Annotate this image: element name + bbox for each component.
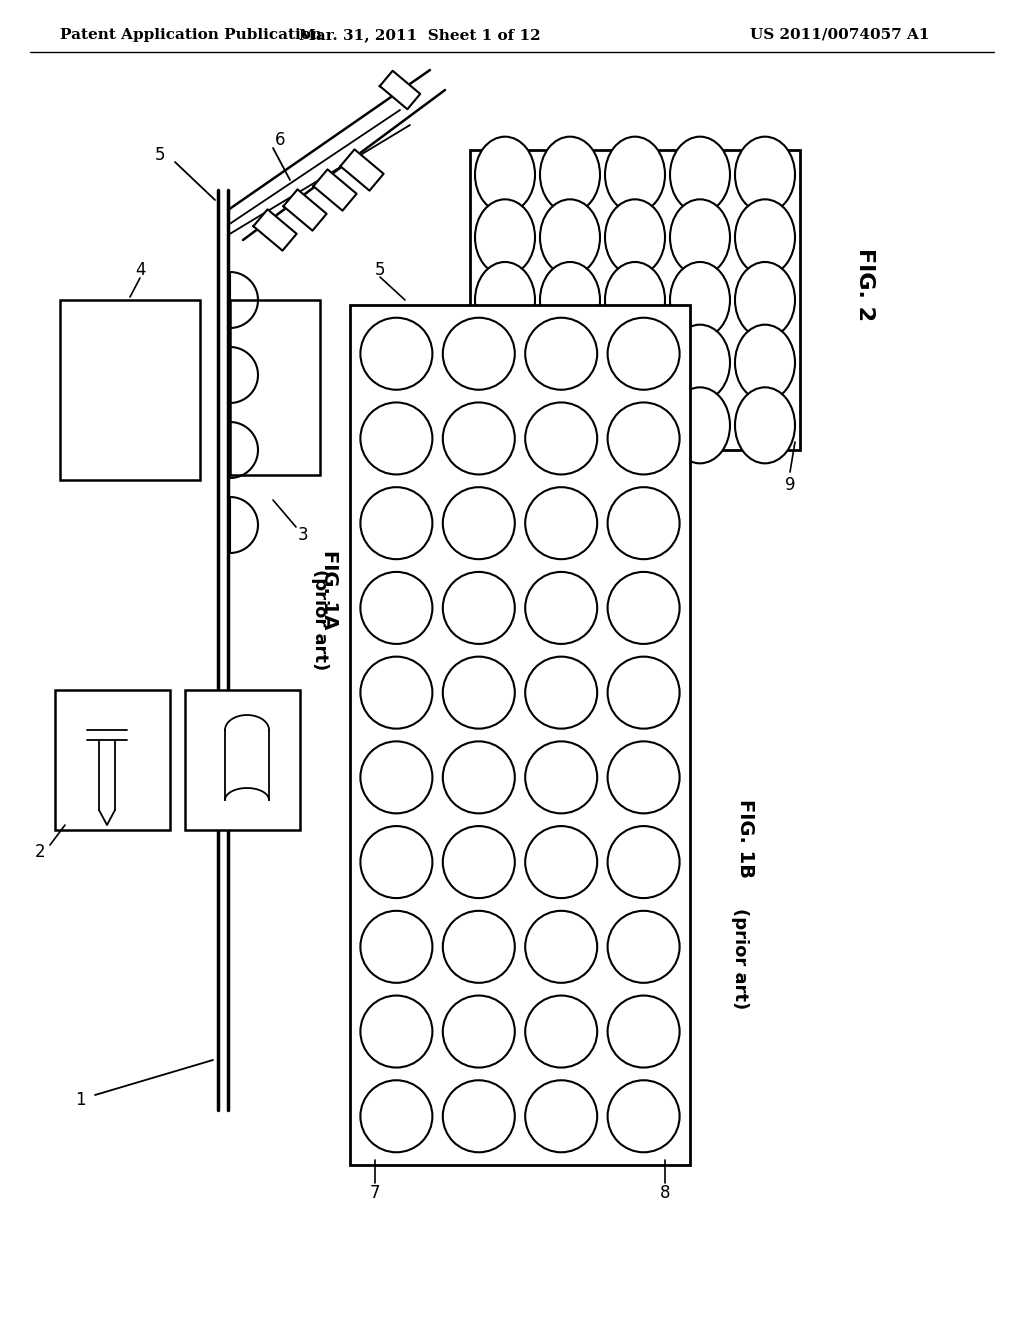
Circle shape: [360, 656, 432, 729]
Circle shape: [525, 911, 597, 983]
Text: 5: 5: [155, 147, 165, 164]
Circle shape: [360, 995, 432, 1068]
Text: 7: 7: [370, 1184, 380, 1203]
Bar: [470, 150, 800, 450]
Circle shape: [607, 742, 680, 813]
Circle shape: [442, 318, 515, 389]
Ellipse shape: [670, 261, 730, 338]
Circle shape: [442, 911, 515, 983]
Ellipse shape: [735, 387, 795, 463]
Circle shape: [607, 656, 680, 729]
Ellipse shape: [540, 199, 600, 276]
Ellipse shape: [670, 137, 730, 213]
Circle shape: [360, 487, 432, 560]
Text: 5: 5: [375, 261, 385, 279]
Circle shape: [607, 826, 680, 898]
Ellipse shape: [475, 137, 535, 213]
Text: FIG. 1B: FIG. 1B: [735, 799, 755, 878]
Circle shape: [607, 318, 680, 389]
Polygon shape: [284, 189, 327, 231]
Circle shape: [442, 656, 515, 729]
Text: 8: 8: [659, 1184, 671, 1203]
Ellipse shape: [540, 325, 600, 401]
Ellipse shape: [670, 387, 730, 463]
Circle shape: [442, 995, 515, 1068]
Ellipse shape: [540, 137, 600, 213]
Circle shape: [607, 572, 680, 644]
Bar: [60, 300, 200, 480]
Circle shape: [607, 911, 680, 983]
Circle shape: [360, 742, 432, 813]
Text: 3: 3: [298, 525, 308, 544]
Ellipse shape: [735, 137, 795, 213]
Text: Mar. 31, 2011  Sheet 1 of 12: Mar. 31, 2011 Sheet 1 of 12: [299, 28, 541, 42]
Circle shape: [525, 403, 597, 474]
Circle shape: [442, 487, 515, 560]
Bar: [350, 305, 690, 1166]
Circle shape: [360, 1080, 432, 1152]
Text: FIG. 1A: FIG. 1A: [321, 550, 340, 630]
Text: 2: 2: [35, 843, 45, 861]
Circle shape: [607, 487, 680, 560]
Circle shape: [360, 403, 432, 474]
Circle shape: [360, 826, 432, 898]
Ellipse shape: [605, 137, 665, 213]
Ellipse shape: [735, 325, 795, 401]
Ellipse shape: [735, 199, 795, 276]
Circle shape: [607, 403, 680, 474]
Circle shape: [525, 742, 597, 813]
Ellipse shape: [475, 387, 535, 463]
Circle shape: [442, 742, 515, 813]
Circle shape: [525, 318, 597, 389]
Text: 9: 9: [784, 477, 796, 494]
Polygon shape: [380, 71, 420, 110]
Circle shape: [607, 995, 680, 1068]
Circle shape: [442, 1080, 515, 1152]
Circle shape: [525, 826, 597, 898]
Bar: [185, 690, 300, 830]
Circle shape: [360, 318, 432, 389]
Ellipse shape: [540, 261, 600, 338]
Bar: [230, 300, 319, 475]
Text: (prior art): (prior art): [311, 569, 329, 671]
Circle shape: [360, 911, 432, 983]
Circle shape: [525, 487, 597, 560]
Circle shape: [607, 1080, 680, 1152]
Polygon shape: [340, 149, 384, 190]
Text: 1: 1: [75, 1092, 85, 1109]
Ellipse shape: [605, 325, 665, 401]
Ellipse shape: [475, 325, 535, 401]
Text: FIG. 2: FIG. 2: [855, 248, 874, 322]
Ellipse shape: [605, 261, 665, 338]
Circle shape: [442, 572, 515, 644]
Ellipse shape: [670, 199, 730, 276]
Circle shape: [525, 656, 597, 729]
Ellipse shape: [475, 199, 535, 276]
Text: US 2011/0074057 A1: US 2011/0074057 A1: [751, 28, 930, 42]
Ellipse shape: [605, 387, 665, 463]
Polygon shape: [253, 210, 297, 251]
Text: Patent Application Publication: Patent Application Publication: [60, 28, 322, 42]
Ellipse shape: [540, 387, 600, 463]
Ellipse shape: [605, 199, 665, 276]
Circle shape: [442, 403, 515, 474]
Circle shape: [525, 995, 597, 1068]
Ellipse shape: [670, 325, 730, 401]
Text: 4: 4: [135, 261, 145, 279]
Circle shape: [525, 572, 597, 644]
Text: 6: 6: [274, 131, 286, 149]
Circle shape: [525, 1080, 597, 1152]
Text: (prior art): (prior art): [731, 908, 749, 1010]
Ellipse shape: [475, 261, 535, 338]
Ellipse shape: [735, 261, 795, 338]
Circle shape: [442, 826, 515, 898]
Polygon shape: [313, 169, 356, 211]
Circle shape: [360, 572, 432, 644]
Bar: [55, 690, 170, 830]
